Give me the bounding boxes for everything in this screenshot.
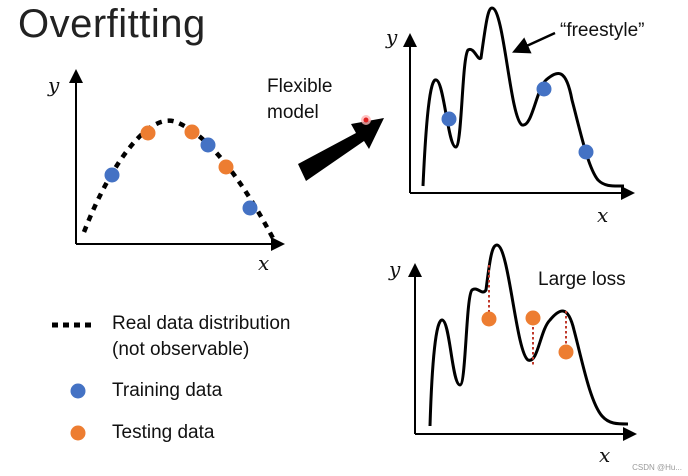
page-title: Overfitting bbox=[18, 2, 206, 46]
top-x-label: x bbox=[597, 203, 608, 227]
training-point bbox=[536, 81, 552, 97]
training-point bbox=[441, 111, 457, 127]
training-point bbox=[242, 200, 258, 216]
top-right-plot: y x “freestyle” bbox=[385, 6, 644, 227]
arrow-shape bbox=[298, 118, 384, 181]
freestyle-label: “freestyle” bbox=[560, 20, 644, 41]
top-y-label: y bbox=[385, 25, 398, 49]
left-plot: y x bbox=[47, 69, 285, 275]
flexible-model-label: Flexible model bbox=[267, 74, 332, 126]
testing-point bbox=[481, 311, 497, 327]
testing-point bbox=[218, 159, 234, 175]
bottom-right-plot: y x Large loss bbox=[388, 243, 637, 467]
bottom-x-label: x bbox=[599, 443, 610, 467]
flexible-model-arrow bbox=[298, 115, 384, 181]
legend-training-label: Training data bbox=[112, 380, 223, 401]
legend-testing-label: Testing data bbox=[112, 422, 215, 443]
training-point bbox=[104, 167, 120, 183]
flexible-model-label-line2: model bbox=[267, 102, 319, 123]
legend bbox=[52, 322, 96, 441]
pointer-dot bbox=[363, 117, 369, 123]
overfit-curve bbox=[428, 243, 629, 427]
testing-point bbox=[558, 344, 574, 360]
large-loss-label: Large loss bbox=[538, 269, 626, 290]
testing-point bbox=[140, 125, 156, 141]
left-x-label: x bbox=[258, 251, 269, 275]
bottom-y-label: y bbox=[388, 257, 401, 281]
legend-real-label: Real data distribution (not observable) bbox=[112, 311, 291, 363]
watermark: CSDN @Hu... bbox=[632, 463, 682, 472]
legend-real-line2: (not observable) bbox=[112, 339, 250, 360]
training-point bbox=[200, 137, 216, 153]
left-y-label: y bbox=[47, 73, 60, 97]
testing-point bbox=[184, 124, 200, 140]
legend-training-swatch bbox=[70, 383, 86, 399]
testing-point bbox=[525, 310, 541, 326]
training-point bbox=[578, 144, 594, 160]
legend-testing-swatch bbox=[70, 425, 86, 441]
legend-real-line1: Real data distribution bbox=[112, 313, 291, 334]
flexible-model-label-line1: Flexible bbox=[267, 76, 333, 97]
freestyle-pointer bbox=[512, 31, 556, 54]
